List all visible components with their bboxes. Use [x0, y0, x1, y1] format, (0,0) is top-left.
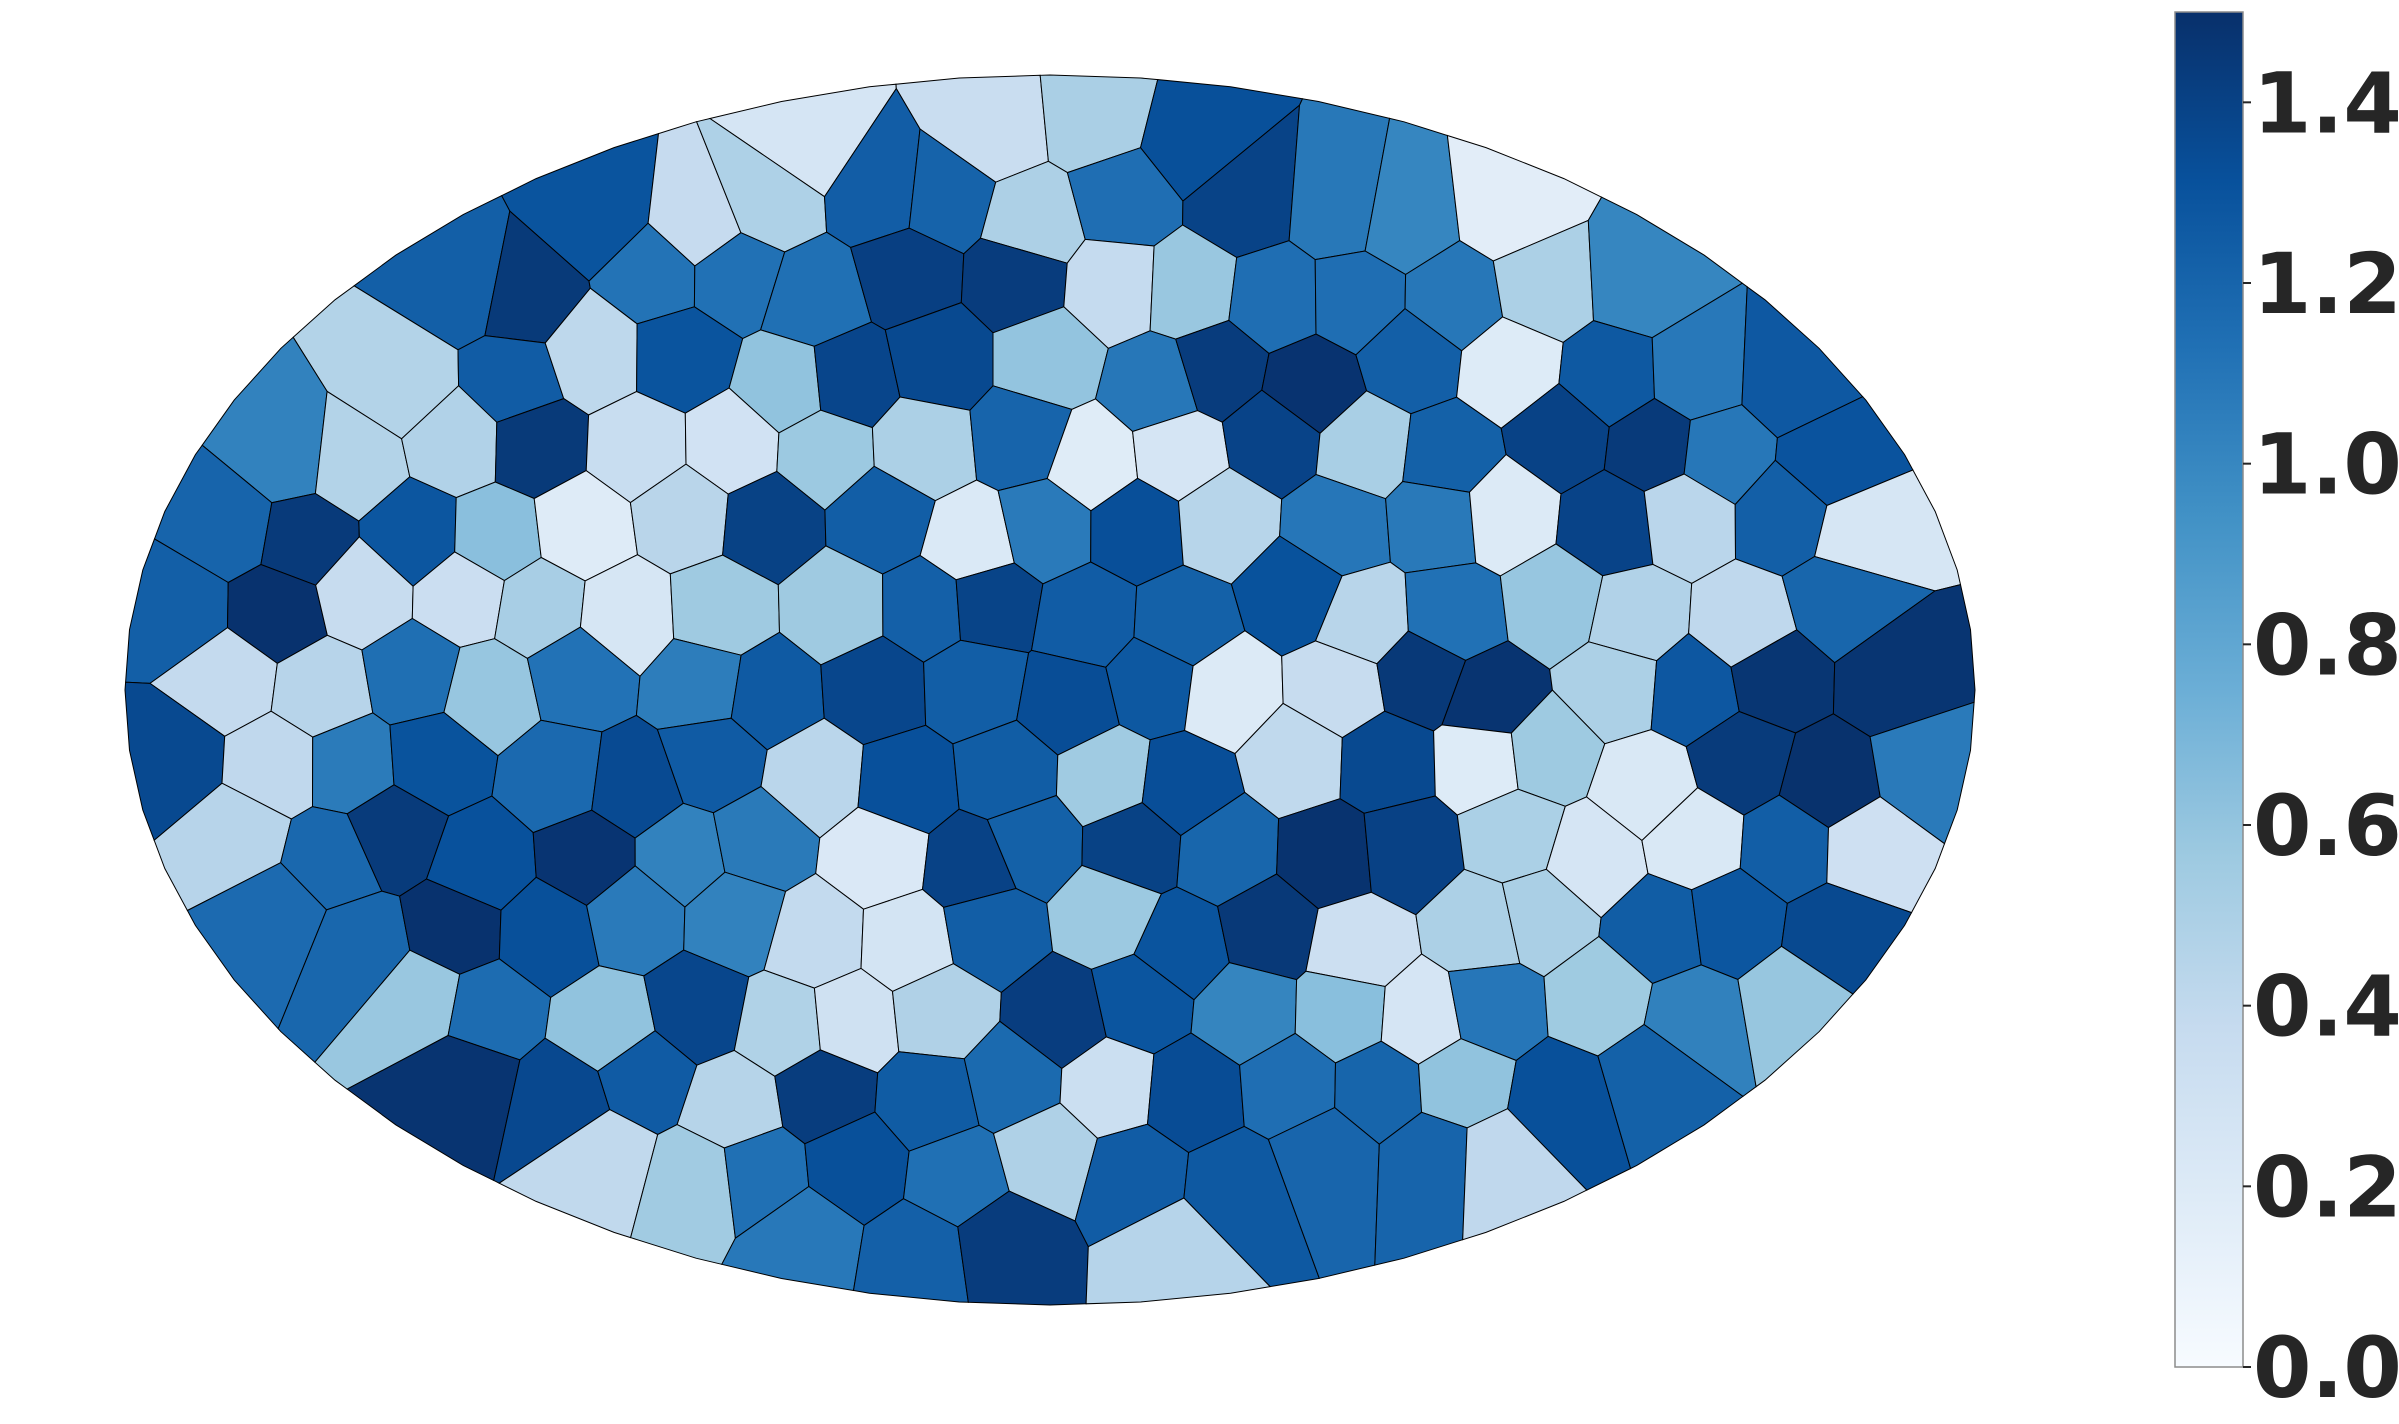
colorbar-tick-label: 0.2 [2253, 1138, 2399, 1236]
colorbar-tick-label: 0.0 [2253, 1319, 2399, 1417]
voronoi-cell [1597, 1023, 1744, 1170]
colorbar-gradient [2174, 11, 2244, 1368]
colorbar-tick-label: 1.4 [2253, 54, 2399, 152]
colorbar: 0.0 0.2 0.4 0.6 0.8 1.0 1.2 1.4 [2174, 11, 2399, 1417]
voronoi-cell [1183, 1125, 1320, 1288]
voronoi-cell [955, 562, 1044, 654]
voronoi-cell [1462, 1108, 1588, 1241]
voronoi-cell [1085, 1197, 1272, 1305]
colorbar-tick-label: 0.4 [2253, 958, 2399, 1056]
voronoi-cell [1385, 480, 1477, 574]
colorbar-tick-label: 1.2 [2253, 235, 2399, 333]
voronoi-cell [852, 1198, 969, 1303]
colorbar-tick-label: 1.0 [2253, 416, 2399, 514]
colorbar-tick-label: 0.8 [2253, 596, 2399, 694]
colorbar-ticks: 0.0 0.2 0.4 0.6 0.8 1.0 1.2 1.4 [2243, 54, 2399, 1417]
colorbar-tick-label: 0.6 [2253, 777, 2399, 875]
voronoi-map [124, 74, 1976, 1306]
voronoi-cell [957, 1190, 1089, 1306]
voronoi-cell [1737, 945, 1854, 1088]
